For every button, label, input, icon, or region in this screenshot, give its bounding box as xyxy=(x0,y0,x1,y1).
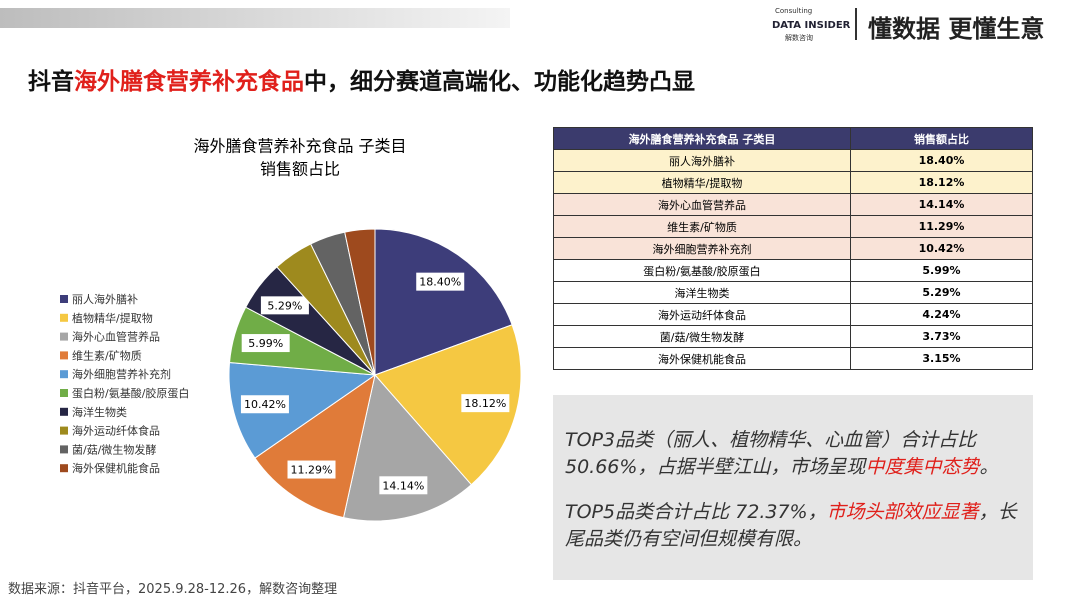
legend-swatch xyxy=(60,370,68,379)
legend-swatch xyxy=(60,332,68,341)
title-text: 抖音 xyxy=(28,69,74,95)
table-cell: 海洋生物类 xyxy=(553,281,851,304)
table-row: 海外心血管营养品 14.14% xyxy=(553,193,1034,216)
table-cell: 植物精华/提取物 xyxy=(553,171,851,194)
note-highlight: 中度集中态势 xyxy=(865,456,980,478)
legend-label: 海外保健机能食品 xyxy=(72,461,160,475)
value-label: 10.42% xyxy=(244,398,286,411)
legend-label: 植物精华/提取物 xyxy=(72,311,153,325)
label-box xyxy=(240,395,289,414)
table-cell: 海外细胞营养补充剂 xyxy=(553,237,851,260)
value-label: 18.12% xyxy=(464,397,506,410)
table-cell: 14.14% xyxy=(849,193,1034,216)
legend-swatch xyxy=(60,351,68,360)
table-cell: 18.40% xyxy=(849,149,1034,172)
legend-swatch xyxy=(60,445,68,454)
brand-sub: 解数咨询 xyxy=(785,34,813,42)
title-highlight: 海外膳食营养补充食品 xyxy=(74,69,304,95)
pie-slice xyxy=(344,228,376,376)
table-cell: 5.99% xyxy=(849,259,1034,282)
value-label: 5.29% xyxy=(267,299,302,312)
table-row: 植物精华/提取物 18.12% xyxy=(553,171,1034,194)
note-text: TOP5品类合计占比 72.37%， xyxy=(565,501,827,523)
note-text: TOP3品类（丽人、植物精华、心血管）合计占比50.66%，占据半壁江山，市场呈… xyxy=(565,429,977,478)
note-text: 。 xyxy=(979,456,999,478)
brand-consulting: Consulting xyxy=(775,7,813,15)
value-label: 14.14% xyxy=(382,479,424,492)
table-cell: 海外保健机能食品 xyxy=(553,347,851,370)
source: 数据来源：抖音平台，2025.9.28-12.26，解数咨询整理 xyxy=(8,582,338,597)
pie-slice xyxy=(254,373,376,519)
pie-slice xyxy=(374,228,513,376)
legend-label: 维生素/矿物质 xyxy=(72,348,142,362)
data-table: 海外膳食营养补充食品 子类目 销售额占比 丽人海外膳补 18.40% 植物精华/提取物… xyxy=(553,127,1034,370)
pie-slice xyxy=(374,324,522,486)
pie-slice xyxy=(342,373,473,522)
pie-slice xyxy=(228,361,377,459)
table-cell: 海外心血管营养品 xyxy=(553,193,851,216)
legend-swatch xyxy=(60,426,68,435)
legend-swatch xyxy=(60,407,68,416)
brand: DATA INSIDER xyxy=(772,20,851,31)
title-text: 中，细分赛道高端化、功能化趋势凸显 xyxy=(304,69,695,95)
table-header: 销售额占比 xyxy=(849,127,1034,150)
legend-label: 海洋生物类 xyxy=(72,405,127,419)
table-cell: 18.12% xyxy=(849,171,1034,194)
label-box xyxy=(379,476,428,495)
chart-subtitle: 销售额占比 xyxy=(260,160,340,179)
legend-swatch xyxy=(60,389,68,397)
label-box xyxy=(461,394,510,413)
legend-label: 海外心血管营养品 xyxy=(72,330,160,344)
label-box xyxy=(241,334,290,353)
table-cell: 11.29% xyxy=(849,215,1034,238)
legend-label: 海外细胞营养补充剂 xyxy=(72,367,171,381)
label-box xyxy=(260,296,309,315)
legend-label: 海外运动纤体食品 xyxy=(72,424,160,438)
legend-swatch xyxy=(60,464,68,473)
table-row: 蛋白粉/氨基酸/胶原蛋白 5.99% xyxy=(553,259,1034,282)
table-cell: 5.29% xyxy=(849,281,1034,304)
divider xyxy=(855,8,857,40)
table-cell: 3.15% xyxy=(849,347,1034,370)
note-highlight: 市场头部效应显著 xyxy=(826,501,979,523)
table-cell: 3.73% xyxy=(849,325,1034,348)
value-label: 18.40% xyxy=(419,276,461,289)
legend-label: 菌/菇/微生物发酵 xyxy=(72,442,156,456)
table-cell: 菌/菇/微生物发酵 xyxy=(553,325,851,348)
legend-swatch xyxy=(60,295,68,303)
header-bar xyxy=(0,8,510,28)
page-title: 抖音海外膳食营养补充食品中，细分赛道高端化、功能化趋势凸显 xyxy=(28,62,695,96)
label-box xyxy=(287,460,336,479)
table-cell: 10.42% xyxy=(849,237,1034,260)
table-cell: 4.24% xyxy=(849,303,1034,326)
legend-label: 丽人海外膳补 xyxy=(72,292,138,306)
table-cell: 维生素/矿物质 xyxy=(553,215,851,238)
note-text: ，长尾品类仍有空间但规模有限。 xyxy=(565,501,1017,550)
slogan: 懂数据 更懂生意 xyxy=(868,15,1045,43)
legend-label: 蛋白粉/氨基酸/胶原蛋白 xyxy=(72,386,189,400)
table-row: 海外运动纤体食品 4.24% xyxy=(553,303,1034,326)
table-row: 维生素/矿物质 11.29% xyxy=(553,215,1034,238)
value-label: 5.99% xyxy=(248,337,283,350)
table-row: 海外细胞营养补充剂 10.42% xyxy=(553,237,1034,260)
table-cell: 丽人海外膳补 xyxy=(553,149,851,172)
note-box: TOP3品类（丽人、植物精华、心血管）合计占比50.66%，占据半壁江山，市场呈… xyxy=(553,395,1033,580)
legend-swatch xyxy=(60,313,68,322)
value-label: 11.29% xyxy=(291,464,333,477)
chart-title: 海外膳食营养补充食品 子类目 xyxy=(193,137,406,156)
label-box xyxy=(416,272,465,291)
table-cell: 蛋白粉/氨基酸/胶原蛋白 xyxy=(553,259,851,282)
table-row: 丽人海外膳补 18.40% xyxy=(553,149,1034,172)
table-row: 菌/菇/微生物发酵 3.73% xyxy=(553,325,1034,348)
table-cell: 海外运动纤体食品 xyxy=(553,303,851,326)
table-header: 海外膳食营养补充食品 子类目 xyxy=(553,127,851,150)
table-row: 海外保健机能食品 3.15% xyxy=(553,347,1034,370)
chart: 海外膳食营养补充食品 子类目 销售额占比 18.40% 18.12% 14.14% 1… xyxy=(60,137,522,522)
table-row: 海洋生物类 5.29% xyxy=(553,281,1034,304)
